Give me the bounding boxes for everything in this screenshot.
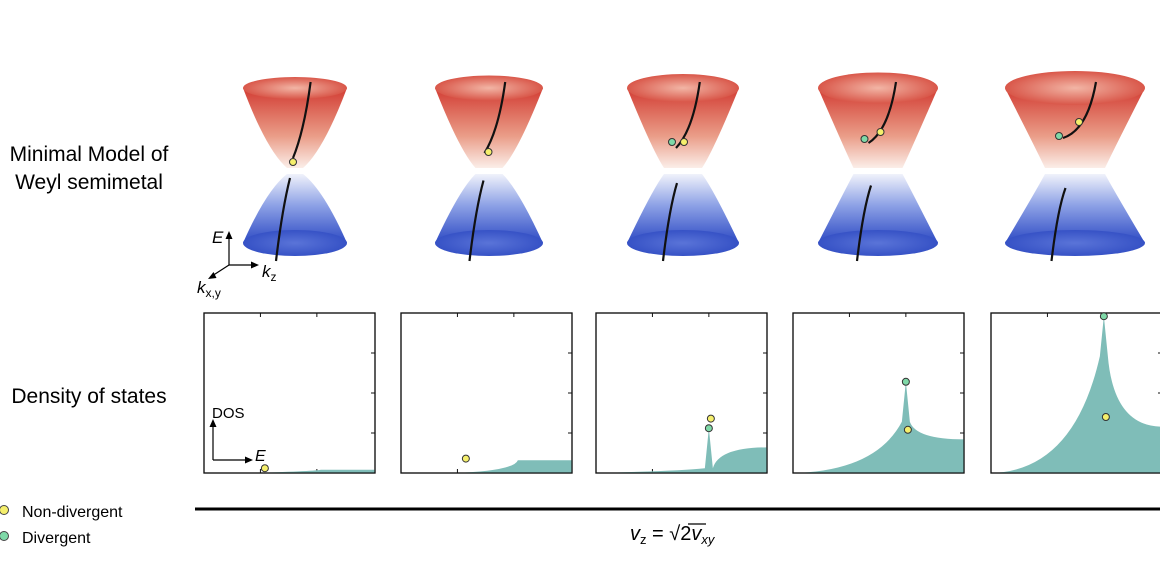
cone-pair-1 xyxy=(243,77,347,262)
cone-divergent-point xyxy=(1055,132,1063,140)
lower-cone xyxy=(1005,174,1145,243)
dos-panel-1 xyxy=(203,312,376,474)
band-line-upper xyxy=(867,81,898,144)
dos-x-label: E xyxy=(255,448,266,465)
energy-axis-label: E xyxy=(212,228,224,247)
dos-panel-3 xyxy=(595,312,768,474)
lower-cone xyxy=(243,174,347,243)
dos-non-divergent-point xyxy=(260,464,269,473)
dos-divergent-point xyxy=(1099,312,1108,321)
cone-divergent-point xyxy=(860,135,869,143)
upper-cone-rim xyxy=(243,77,347,99)
kxy-axis-label: kx,y xyxy=(197,278,221,300)
cone-divergent-point xyxy=(668,138,676,146)
dos-frame xyxy=(400,312,573,474)
legend-non-divergent: Non-divergent xyxy=(22,504,123,521)
dos-panel-2 xyxy=(400,312,573,474)
band-line-upper xyxy=(1062,81,1098,140)
cone-non-divergent-point xyxy=(1075,118,1083,126)
cone-pair-2 xyxy=(435,75,543,262)
cone-non-divergent-point xyxy=(876,128,885,136)
upper-cone xyxy=(435,88,543,168)
band-line-lower xyxy=(274,177,292,262)
band-line-upper xyxy=(675,81,701,149)
row-label-model: Minimal Model of Weyl semimetal xyxy=(9,143,169,194)
upper-cone xyxy=(1005,88,1145,168)
dos-curve xyxy=(255,469,375,473)
cone-non-divergent-point xyxy=(484,148,493,156)
dos-frame xyxy=(203,312,376,474)
band-line-lower xyxy=(468,180,485,262)
band-line-upper xyxy=(291,81,312,159)
dos-curve xyxy=(596,428,767,473)
dos-frame xyxy=(595,312,768,474)
dos-non-divergent-point xyxy=(1101,413,1110,421)
upper-cone xyxy=(818,88,938,168)
band-line-lower xyxy=(855,185,873,262)
upper-cone-rim xyxy=(1005,71,1145,105)
lower-cone-rim xyxy=(818,230,938,256)
dos-axes-arrows xyxy=(209,419,253,464)
dos-curve xyxy=(793,381,964,473)
upper-cone-rim xyxy=(818,72,938,104)
dos-panel-5 xyxy=(990,312,1160,474)
row-label-dos: Density of states xyxy=(11,385,167,408)
dos-frame-outline xyxy=(203,312,376,474)
velocity-caption: vz = √2vxy xyxy=(630,523,716,547)
dos-non-divergent-point xyxy=(461,454,470,463)
dos-curve xyxy=(991,316,1160,473)
cone-pair-3 xyxy=(627,74,739,262)
non-divergent-marker-icon xyxy=(0,505,9,515)
lower-cone xyxy=(627,174,739,243)
kz-axis-label: kz xyxy=(262,262,277,284)
band-line-lower xyxy=(661,182,679,262)
lower-cone xyxy=(435,174,543,243)
upper-cone xyxy=(627,88,739,168)
cone-pair-4 xyxy=(818,72,938,262)
dos-frame-outline xyxy=(792,312,965,474)
cone-pair-5 xyxy=(1005,71,1145,262)
dos-non-divergent-point xyxy=(903,425,912,434)
upper-cone-rim xyxy=(435,75,543,101)
svg-text:vz = √2vxy: vz = √2vxy xyxy=(630,523,716,547)
dos-divergent-point xyxy=(704,424,713,433)
band-cones xyxy=(243,71,1145,262)
axes-3d xyxy=(208,231,259,279)
dos-y-label: DOS xyxy=(212,405,245,422)
dos-non-divergent-point xyxy=(706,414,715,423)
dos-frame-outline xyxy=(400,312,573,474)
dos-frame-outline xyxy=(990,312,1160,474)
dos-divergent-point xyxy=(901,377,910,386)
lower-cone-rim xyxy=(627,230,739,256)
cone-non-divergent-point xyxy=(289,158,297,166)
dos-panel-4 xyxy=(792,312,965,474)
band-line-lower xyxy=(1050,187,1067,262)
upper-cone-rim xyxy=(627,74,739,102)
upper-cone xyxy=(243,88,347,168)
dos-curve xyxy=(452,460,572,473)
legend-divergent: Divergent xyxy=(22,530,91,547)
lower-cone-rim xyxy=(243,230,347,256)
lower-cone-rim xyxy=(435,230,543,256)
dos-panels xyxy=(203,312,1160,474)
lower-cone xyxy=(818,174,938,243)
dos-frame-outline xyxy=(595,312,768,474)
divergent-marker-icon xyxy=(0,531,9,541)
lower-cone-rim xyxy=(1005,230,1145,256)
cone-non-divergent-point xyxy=(680,138,688,146)
